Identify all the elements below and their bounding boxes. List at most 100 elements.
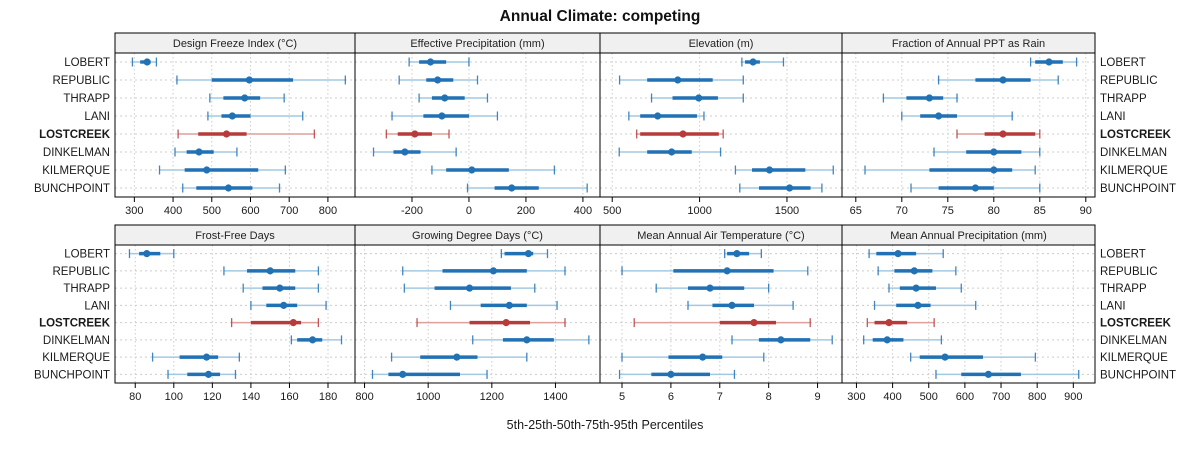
interval-republic xyxy=(223,266,320,276)
median-dot xyxy=(308,336,317,344)
median-dot xyxy=(143,250,151,258)
median-dot xyxy=(894,250,902,258)
median-dot xyxy=(438,112,446,120)
interval-dinkelman xyxy=(618,147,722,157)
site-label-right-thrapp: THRAPP xyxy=(1100,93,1147,105)
axis-tick-label: 1000 xyxy=(687,205,711,217)
site-label-left-lobert: LOBERT xyxy=(64,249,110,261)
interval-dinkelman xyxy=(174,147,238,157)
axis-tick-label: 300 xyxy=(125,205,143,217)
median-dot xyxy=(245,76,253,84)
site-label-right-dinkelman: DINKELMAN xyxy=(1100,147,1167,159)
axis-tick-label: 1400 xyxy=(543,391,567,403)
median-dot xyxy=(883,336,891,344)
interval-lani xyxy=(901,111,1013,121)
median-dot xyxy=(434,76,442,84)
axis-tick-label: 0 xyxy=(466,205,472,217)
axis-tick-label: 600 xyxy=(956,391,974,403)
site-label-left-bunchpoint: BUNCHPOINT xyxy=(34,369,110,381)
axis-tick-label: 70 xyxy=(896,205,908,217)
interval-lani xyxy=(449,300,558,310)
axis-tick-label: 1000 xyxy=(416,391,440,403)
panel-border-mean-annual-precipitation-mm xyxy=(841,244,1096,384)
median-dot xyxy=(143,58,151,66)
panel-body-frost-free-days xyxy=(115,245,355,383)
site-label-right-lostcreek: LOSTCREEK xyxy=(1100,318,1172,330)
axis-tick-label: 9 xyxy=(814,391,820,403)
axis-tick-label: 900 xyxy=(1064,391,1082,403)
site-label-right-lobert: LOBERT xyxy=(1100,249,1146,261)
median-dot xyxy=(241,94,249,102)
panel-fraction-of-annual-ppt-as-rain: Fraction of Annual PPT as Rain 65 70 75 80 85… xyxy=(841,32,1096,217)
interval-dinkelman xyxy=(472,335,590,345)
interval-lani xyxy=(873,300,977,310)
median-dot xyxy=(674,76,682,84)
site-label-left-republic: REPUBLIC xyxy=(52,75,110,87)
axis-tick-label: 800 xyxy=(1028,391,1046,403)
axis-tick-label: 140 xyxy=(242,391,260,403)
interval-thrapp xyxy=(403,283,536,293)
interval-lostcreek xyxy=(636,129,724,139)
interval-lostcreek xyxy=(385,129,450,139)
axis-tick-label: 500 xyxy=(203,205,221,217)
interval-lani xyxy=(628,111,705,121)
interval-bunchpoint xyxy=(182,183,281,193)
axis-tick-label: 200 xyxy=(517,205,535,217)
panel-frost-free-days: Frost-Free Days 80 100 120 140 160 180 xyxy=(114,224,356,403)
interval-kilmerque xyxy=(864,165,1036,175)
panel-title-fraction-of-annual-ppt-as-rain: Fraction of Annual PPT as Rain xyxy=(892,38,1045,50)
median-dot xyxy=(289,319,297,327)
axis-tick-label: 400 xyxy=(164,205,182,217)
median-dot xyxy=(990,148,998,156)
interval-thrapp xyxy=(882,93,958,103)
interval-thrapp xyxy=(655,283,770,293)
median-dot xyxy=(202,353,211,361)
site-label-right-bunchpoint: BUNCHPOINT xyxy=(1100,183,1176,195)
median-dot xyxy=(489,267,498,275)
axis-tick-label: 80 xyxy=(129,391,141,403)
panel-body-growing-degree-days-c xyxy=(355,245,600,383)
panel-title-growing-degree-days-c: Growing Degree Days (°C) xyxy=(412,230,543,242)
median-dot xyxy=(523,336,531,344)
interval-lobert xyxy=(724,249,762,259)
interval-lobert xyxy=(500,249,549,259)
median-dot xyxy=(910,267,918,275)
axis-tick-label: 100 xyxy=(165,391,183,403)
site-label-right-lostcreek: LOSTCREEK xyxy=(1100,129,1172,141)
site-label-right-republic: REPUBLIC xyxy=(1100,75,1158,87)
panel-title-elevation-m: Elevation (m) xyxy=(689,38,754,50)
interval-kilmerque xyxy=(734,165,834,175)
interval-dinkelman xyxy=(731,335,833,345)
axis-tick-label: 1500 xyxy=(775,205,799,217)
median-dot xyxy=(750,319,758,327)
median-dot xyxy=(914,301,922,309)
median-dot xyxy=(441,94,449,102)
median-dot xyxy=(723,267,731,275)
site-label-left-republic: REPUBLIC xyxy=(52,266,110,278)
axis-tick-label: 7 xyxy=(717,391,723,403)
median-dot xyxy=(465,284,474,292)
axis-tick-label: 700 xyxy=(280,205,298,217)
median-dot xyxy=(668,148,676,156)
site-label-left-bunchpoint: BUNCHPOINT xyxy=(34,183,110,195)
interval-republic xyxy=(937,75,1059,85)
axis-tick-label: 160 xyxy=(280,391,298,403)
median-dot xyxy=(453,353,461,361)
median-dot xyxy=(941,353,949,361)
interval-kilmerque xyxy=(910,352,1037,362)
interval-republic xyxy=(621,266,809,276)
interval-bunchpoint xyxy=(167,369,237,379)
site-label-left-kilmerque: KILMERQUE xyxy=(42,352,110,364)
interval-bunchpoint xyxy=(910,183,1041,193)
interval-dinkelman xyxy=(863,335,943,345)
axis-tick-label: 120 xyxy=(203,391,221,403)
interval-lostcreek xyxy=(230,318,320,328)
interval-thrapp xyxy=(418,93,489,103)
interval-republic xyxy=(398,75,479,85)
panel-title-mean-annual-air-temperature-c: Mean Annual Air Temperature (°C) xyxy=(637,230,804,242)
axis-tick-label: 800 xyxy=(355,391,373,403)
axis-tick-label: 600 xyxy=(241,205,259,217)
median-dot xyxy=(401,148,409,156)
interval-lostcreek xyxy=(177,129,316,139)
axis-tick-label: 300 xyxy=(847,391,865,403)
